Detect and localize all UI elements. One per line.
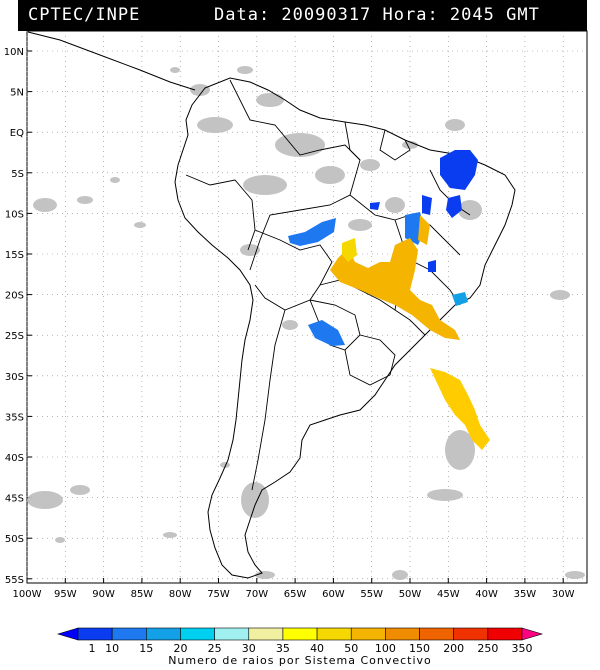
cloud-layer (27, 66, 585, 580)
lon-label: 85W (131, 589, 154, 600)
colorbar-cell (146, 627, 181, 641)
colorbar-cell (282, 627, 318, 641)
colorbar-cell (316, 627, 352, 641)
storm-cell-blue-5 (288, 218, 336, 246)
storm-cell-blue-8 (428, 260, 436, 272)
storm-cell-ne-blue-2 (446, 195, 462, 218)
colorbar-tick: 200 (443, 642, 464, 655)
lon-label: 100W (13, 589, 42, 600)
lon-label: 95W (54, 589, 77, 600)
latitude-labels: 10N 5N EQ 5S 10S 15S 20S 25S 30S 35S 40S 45S 50S 55S (4, 47, 24, 586)
colorbar-tick: 250 (477, 642, 498, 655)
colorbar-cell (350, 627, 386, 641)
colorbar-tick: 10 (105, 642, 119, 655)
colorbar-tick: 50 (344, 642, 358, 655)
colorbar-cell (487, 627, 523, 641)
lon-label: 40W (475, 589, 498, 600)
country-borders (185, 79, 471, 491)
lon-label: 70W (245, 589, 268, 600)
lat-label: EQ (10, 128, 24, 139)
colorbar-tick: 15 (139, 642, 153, 655)
lat-label: 25S (5, 331, 24, 342)
storm-cell-cyan (452, 292, 468, 306)
storm-cell-yellow-2 (430, 368, 490, 450)
colorbar-title: Numero de raios por Sistema Convectivo (168, 654, 432, 667)
lat-label: 20S (5, 291, 24, 302)
lat-label: 15S (5, 250, 24, 261)
convective-systems (288, 150, 490, 450)
lon-label: 30W (552, 589, 575, 600)
colorbar-cell (419, 627, 454, 641)
storm-cell-blue-6 (308, 320, 345, 346)
storm-cell-ne-blue (440, 150, 478, 190)
lon-label: 55W (360, 589, 383, 600)
colorbar-cell (453, 627, 489, 641)
lat-label: 5S (11, 169, 24, 180)
lat-label: 10N (4, 47, 24, 58)
colorbar-cell (248, 627, 284, 641)
colorbar-tick: 40 (310, 642, 324, 655)
lon-label: 80W (169, 589, 192, 600)
colorbar-tick: 100 (375, 642, 396, 655)
colorbar-tick: 1 (89, 642, 96, 655)
storm-cell-yellow-1 (342, 238, 357, 262)
lon-label: 65W (284, 589, 307, 600)
lon-label: 90W (92, 589, 115, 600)
colorbar-arrow-right (521, 627, 544, 641)
lon-label: 60W (322, 589, 345, 600)
central-america-coastline (27, 31, 196, 91)
storm-cell-blue-3 (422, 195, 432, 215)
lat-label: 45S (5, 494, 24, 505)
colorbar-cell (77, 627, 113, 641)
storm-cell-orange-1 (330, 238, 460, 340)
colorbar-tick: 30 (242, 642, 256, 655)
lon-label: 35W (514, 589, 537, 600)
source-label: CPTEC/INPE (28, 5, 141, 25)
colorbar-cell (180, 627, 215, 641)
lat-label: 30S (5, 372, 24, 383)
colorbar-cell (214, 627, 250, 641)
colorbar-arrow-left (56, 627, 79, 641)
colorbar-cell (111, 627, 147, 641)
lat-label: 40S (5, 453, 24, 464)
colorbar-tick: 35 (276, 642, 290, 655)
lon-label: 75W (207, 589, 230, 600)
lat-label: 5N (10, 88, 24, 99)
colorbar-tick: 150 (409, 642, 430, 655)
colorbar-cell (385, 627, 420, 641)
lon-label: 45W (437, 589, 460, 600)
colorbar-tick: 20 (173, 642, 187, 655)
lat-label: 10S (5, 209, 24, 220)
colorbar-tick: 350 (512, 642, 533, 655)
colorbar: 1 10 15 20 25 30 35 40 50 100 150 200 250 350 (56, 627, 544, 655)
lon-label: 50W (399, 589, 422, 600)
map-frame (26, 30, 588, 584)
lightning-map: 10N5NEQ5S10S15S20S25S30S35S40S45S50S55S … (4, 30, 588, 600)
timestamp-label: Data: 20090317 Hora: 2045 GMT (214, 5, 540, 25)
storm-cell-blue-4 (370, 202, 380, 210)
storm-cell-orange-2 (418, 215, 430, 245)
lat-label: 55S (5, 575, 24, 586)
colorbar-tick: 25 (208, 642, 222, 655)
map-header: CPTEC/INPE Data: 20090317 Hora: 2045 GMT (18, 0, 587, 31)
lat-label: 35S (5, 412, 24, 423)
lat-label: 50S (5, 534, 24, 545)
longitude-labels: 100W 95W 90W 85W 80W 75W 70W 65W 60W 55W 50W 45W 40W… (13, 589, 575, 600)
